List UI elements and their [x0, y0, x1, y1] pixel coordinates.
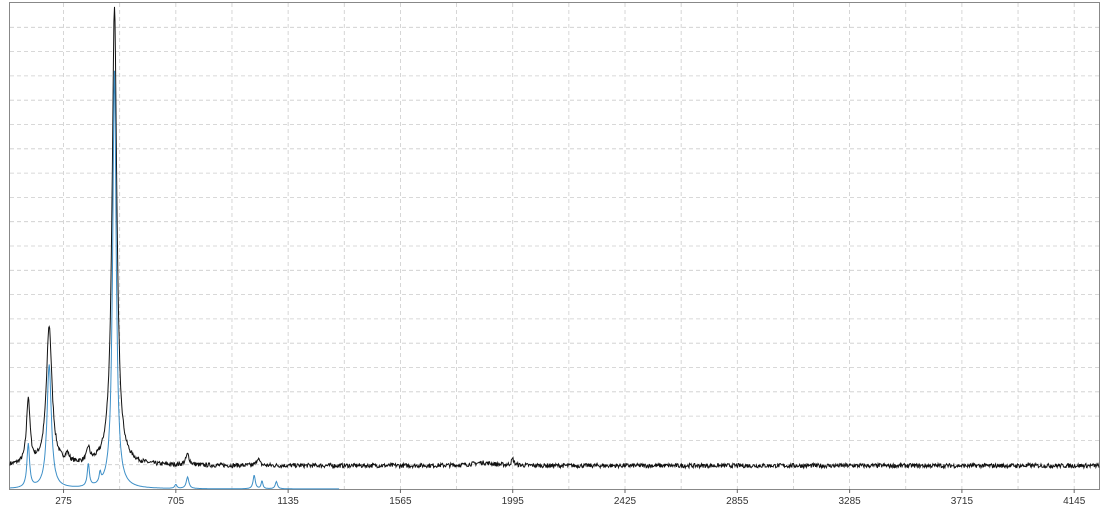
- x-tick-label: 1565: [389, 496, 412, 507]
- series-line-1: [9, 6, 1100, 470]
- x-tick-label: 3715: [951, 496, 974, 507]
- x-tick-label: 705: [167, 496, 184, 507]
- x-tick-label: 2855: [726, 496, 749, 507]
- grid: [10, 3, 1099, 489]
- x-tick-label: 1135: [277, 496, 299, 507]
- x-axis: 275 705 1135 1565 1995 2425 2855 3285 3715 4145: [55, 489, 1086, 507]
- x-tick-label: 275: [55, 496, 72, 507]
- series-layer: [9, 6, 1100, 490]
- x-tick-label: 4145: [1063, 496, 1086, 507]
- x-tick-label: 2425: [614, 496, 637, 507]
- series-line-2: [9, 70, 340, 490]
- plot-frame: [9, 2, 1100, 490]
- x-tick-label: 1995: [502, 496, 525, 507]
- x-tick-label: 3285: [838, 496, 861, 507]
